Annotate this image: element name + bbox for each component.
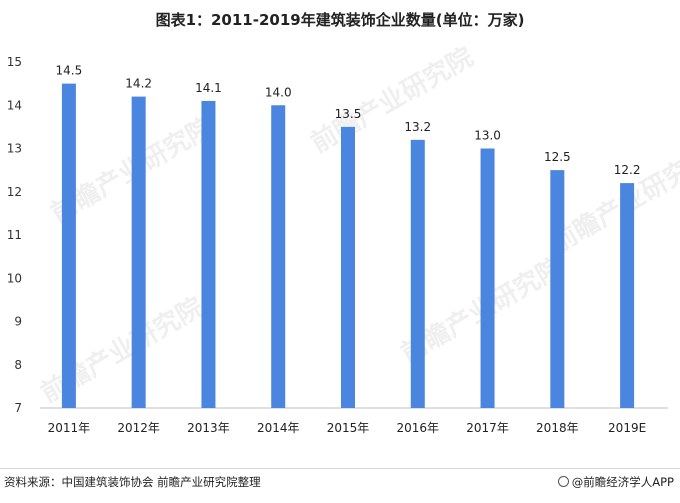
y-tick-label: 12	[7, 185, 22, 199]
y-tick-label: 14	[7, 98, 22, 112]
bar	[271, 105, 286, 408]
bar-value-label: 13.0	[474, 129, 501, 143]
bar	[620, 183, 635, 408]
brand-credit: @前瞻经济学人APP	[557, 474, 674, 490]
bar-value-label: 14.5	[56, 64, 83, 78]
bar-value-label: 14.1	[195, 81, 222, 95]
bar	[480, 148, 495, 408]
chart-title: 图表1：2011-2019年建筑装饰企业数量(单位：万家)	[155, 11, 525, 29]
brand-logo-icon	[557, 476, 569, 487]
bar	[201, 100, 216, 409]
bar-value-label: 13.2	[404, 120, 431, 134]
x-tick-label: 2019E	[608, 421, 646, 435]
y-tick-label: 7	[14, 401, 22, 415]
y-tick-label: 8	[14, 358, 22, 372]
bar-value-label: 12.5	[544, 150, 571, 164]
y-tick-label: 10	[7, 271, 22, 285]
source-note: 资料来源：中国建筑装饰协会 前瞻产业研究院整理	[4, 475, 261, 489]
y-tick-label: 13	[7, 142, 22, 156]
bar-value-label: 14.2	[125, 77, 152, 91]
bar-value-label: 13.5	[335, 107, 362, 121]
bar-value-label: 12.2	[614, 163, 641, 177]
bar	[550, 170, 565, 408]
y-tick-label: 11	[7, 228, 22, 242]
bar	[61, 83, 76, 408]
y-tick-label: 15	[7, 55, 22, 69]
brand-credit-text: @前瞻经济学人APP	[571, 475, 674, 489]
x-tick-label: 2012年	[117, 421, 160, 435]
x-tick-label: 2011年	[48, 421, 91, 435]
bar	[131, 96, 146, 408]
x-tick-label: 2014年	[257, 421, 300, 435]
bar-value-label: 14.0	[265, 85, 292, 99]
y-tick-label: 9	[14, 315, 22, 329]
bar	[410, 139, 425, 408]
x-tick-label: 2015年	[327, 421, 370, 435]
x-tick-label: 2017年	[466, 421, 509, 435]
bar	[341, 126, 355, 408]
x-tick-label: 2018年	[536, 421, 579, 435]
x-tick-label: 2013年	[187, 421, 230, 435]
footer-divider	[0, 468, 680, 469]
x-tick-label: 2016年	[397, 421, 440, 435]
